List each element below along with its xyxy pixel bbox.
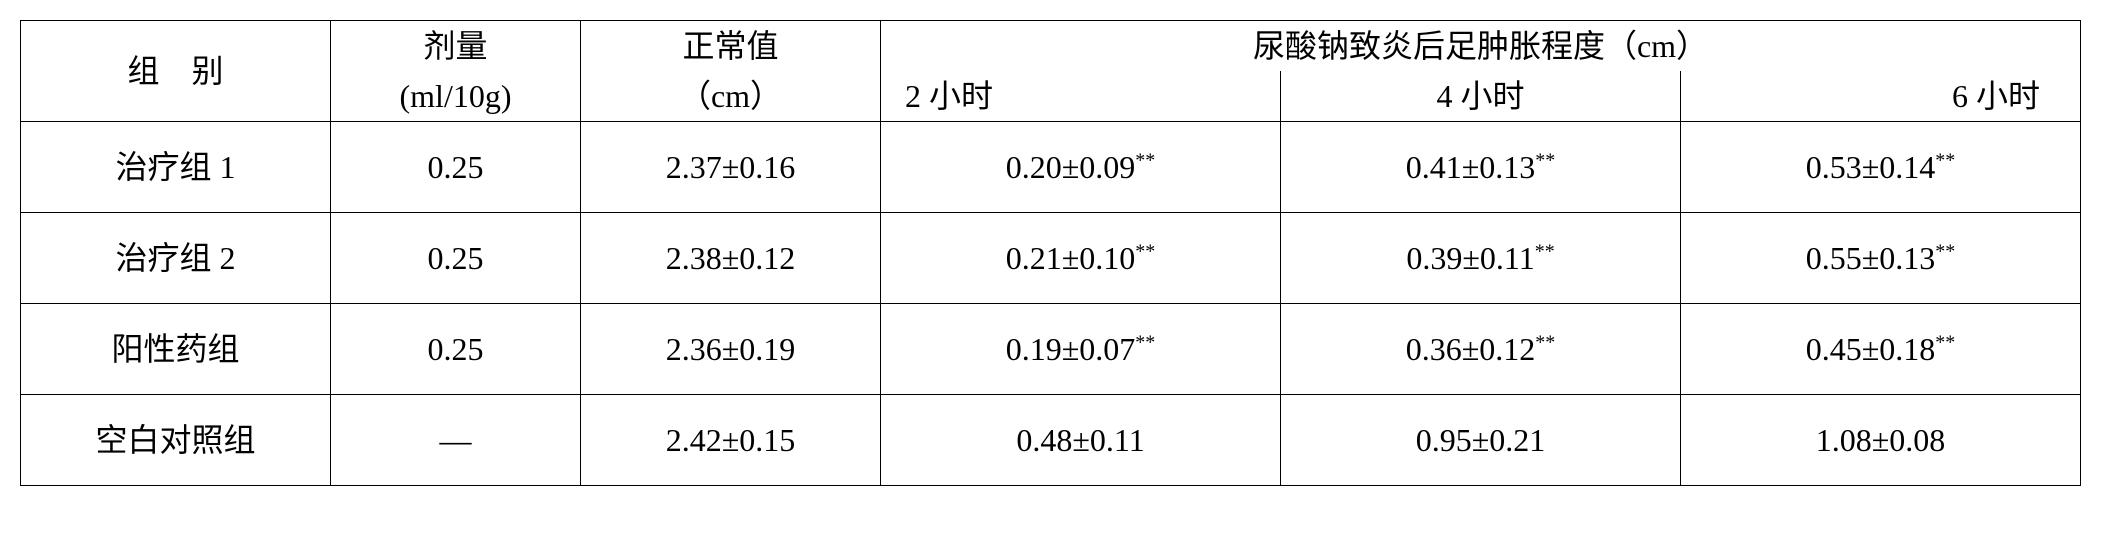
cell-t6-sup: ** bbox=[1935, 149, 1955, 171]
cell-t6-value: 0.53±0.14 bbox=[1806, 149, 1936, 185]
cell-group-value: 治疗组 2 bbox=[115, 240, 235, 276]
cell-normal: 2.42±0.15 bbox=[581, 395, 881, 486]
cell-normal-value: 2.37±0.16 bbox=[666, 149, 796, 185]
cell-t6-sup: ** bbox=[1935, 240, 1955, 262]
cell-t6-value: 0.45±0.18 bbox=[1806, 331, 1936, 367]
cell-group: 阳性药组 bbox=[21, 304, 331, 395]
cell-group-value: 治疗组 1 bbox=[115, 149, 235, 185]
cell-t2-sup: ** bbox=[1135, 240, 1155, 262]
table-row: 阳性药组 0.25 2.36±0.19 0.19±0.07** 0.36±0.1… bbox=[21, 304, 2081, 395]
cell-dose-value: 0.25 bbox=[428, 331, 484, 367]
header-normal-label: 正常值 bbox=[682, 28, 778, 64]
table-row: 治疗组 2 0.25 2.38±0.12 0.21±0.10** 0.39±0.… bbox=[21, 213, 2081, 304]
header-time-4h-label: 4 小时 bbox=[1436, 78, 1524, 114]
cell-t6-sup: ** bbox=[1935, 331, 1955, 353]
cell-t4: 0.36±0.12** bbox=[1281, 304, 1681, 395]
cell-t4-value: 0.36±0.12 bbox=[1406, 331, 1536, 367]
header-normal-unit-label: （cm） bbox=[679, 78, 782, 114]
cell-t2: 0.21±0.10** bbox=[881, 213, 1281, 304]
cell-group-value: 空白对照组 bbox=[95, 422, 255, 458]
header-time-4h: 4 小时 bbox=[1281, 71, 1681, 122]
cell-t2-sup: ** bbox=[1135, 149, 1155, 171]
cell-t2: 0.48±0.11 bbox=[881, 395, 1281, 486]
header-normal-top: 正常值 bbox=[581, 21, 881, 72]
cell-t4: 0.95±0.21 bbox=[1281, 395, 1681, 486]
cell-t4-value: 0.41±0.13 bbox=[1406, 149, 1536, 185]
cell-t2-value: 0.19±0.07 bbox=[1006, 331, 1136, 367]
table-row: 空白对照组 — 2.42±0.15 0.48±0.11 0.95±0.21 1.… bbox=[21, 395, 2081, 486]
header-normal-unit: （cm） bbox=[581, 71, 881, 122]
header-dose-label: 剂量 bbox=[423, 28, 487, 64]
cell-t2: 0.19±0.07** bbox=[881, 304, 1281, 395]
cell-t4-sup: ** bbox=[1535, 149, 1555, 171]
cell-t6: 1.08±0.08 bbox=[1681, 395, 2081, 486]
cell-t4-sup: ** bbox=[1535, 331, 1555, 353]
cell-normal-value: 2.42±0.15 bbox=[666, 422, 796, 458]
cell-normal-value: 2.36±0.19 bbox=[666, 331, 796, 367]
cell-group: 治疗组 2 bbox=[21, 213, 331, 304]
cell-normal: 2.37±0.16 bbox=[581, 122, 881, 213]
cell-t6: 0.45±0.18** bbox=[1681, 304, 2081, 395]
cell-t2-value: 0.21±0.10 bbox=[1006, 240, 1136, 276]
cell-t6-value: 1.08±0.08 bbox=[1816, 422, 1946, 458]
cell-dose: — bbox=[331, 395, 581, 486]
cell-normal: 2.38±0.12 bbox=[581, 213, 881, 304]
cell-dose: 0.25 bbox=[331, 213, 581, 304]
cell-normal-value: 2.38±0.12 bbox=[666, 240, 796, 276]
data-table: 组 别 剂量 正常值 尿酸钠致炎后足肿胀程度（cm） (ml/10g) （cm）… bbox=[20, 20, 2081, 486]
cell-dose: 0.25 bbox=[331, 122, 581, 213]
table-row: 治疗组 1 0.25 2.37±0.16 0.20±0.09** 0.41±0.… bbox=[21, 122, 2081, 213]
cell-t6-value: 0.55±0.13 bbox=[1806, 240, 1936, 276]
header-group-label: 组 别 bbox=[127, 53, 223, 89]
header-dose-unit: (ml/10g) bbox=[331, 71, 581, 122]
header-dose-unit-label: (ml/10g) bbox=[400, 78, 512, 114]
header-time-2h: 2 小时 bbox=[881, 71, 1281, 122]
cell-t2-sup: ** bbox=[1135, 331, 1155, 353]
header-time-6h: 6 小时 bbox=[1681, 71, 2081, 122]
header-group: 组 别 bbox=[21, 21, 331, 122]
cell-dose-value: 0.25 bbox=[428, 240, 484, 276]
cell-t4-value: 0.95±0.21 bbox=[1416, 422, 1546, 458]
cell-t2: 0.20±0.09** bbox=[881, 122, 1281, 213]
cell-t6: 0.53±0.14** bbox=[1681, 122, 2081, 213]
cell-t4-sup: ** bbox=[1535, 240, 1555, 262]
table-header-row: 组 别 剂量 正常值 尿酸钠致炎后足肿胀程度（cm） bbox=[21, 21, 2081, 72]
cell-normal: 2.36±0.19 bbox=[581, 304, 881, 395]
cell-dose: 0.25 bbox=[331, 304, 581, 395]
cell-dose-value: — bbox=[440, 422, 472, 458]
header-time-2h-label: 2 小时 bbox=[905, 78, 993, 114]
cell-t6: 0.55±0.13** bbox=[1681, 213, 2081, 304]
cell-group: 空白对照组 bbox=[21, 395, 331, 486]
header-dose-top: 剂量 bbox=[331, 21, 581, 72]
cell-t4-value: 0.39±0.11 bbox=[1406, 240, 1534, 276]
cell-t2-value: 0.48±0.11 bbox=[1016, 422, 1144, 458]
header-swelling-label: 尿酸钠致炎后足肿胀程度（cm） bbox=[1253, 28, 1708, 64]
cell-group-value: 阳性药组 bbox=[111, 331, 239, 367]
cell-group: 治疗组 1 bbox=[21, 122, 331, 213]
cell-t4: 0.39±0.11** bbox=[1281, 213, 1681, 304]
header-swelling: 尿酸钠致炎后足肿胀程度（cm） bbox=[881, 21, 2081, 72]
cell-t2-value: 0.20±0.09 bbox=[1006, 149, 1136, 185]
cell-dose-value: 0.25 bbox=[428, 149, 484, 185]
cell-t4: 0.41±0.13** bbox=[1281, 122, 1681, 213]
header-time-6h-label: 6 小时 bbox=[1952, 78, 2040, 114]
